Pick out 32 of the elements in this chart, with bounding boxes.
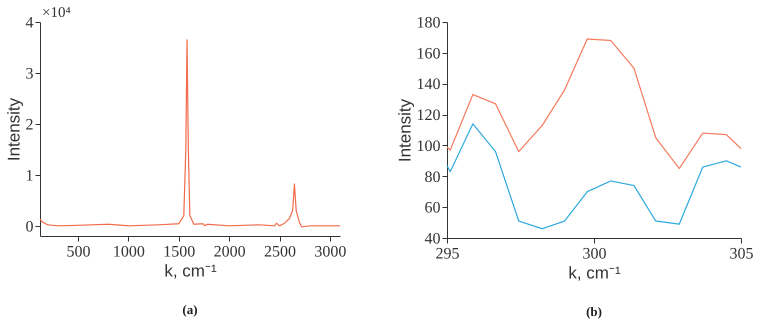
x-tick-label: 3000 bbox=[314, 244, 346, 260]
x-tick-label: 295 bbox=[436, 246, 460, 262]
x-tick-label: 300 bbox=[582, 246, 606, 262]
line-series bbox=[446, 38, 742, 170]
x-axis-title: k, cm⁻¹ bbox=[164, 262, 217, 280]
x-tick-label: 305 bbox=[730, 246, 754, 262]
y-axis-title: Intensity bbox=[396, 98, 414, 162]
y-tick-label: 180 bbox=[416, 14, 440, 32]
y-tick-label: 2 bbox=[26, 116, 34, 134]
text: (b) bbox=[586, 304, 602, 319]
x-tick-label: 500 bbox=[66, 244, 90, 260]
y-tick-label: 100 bbox=[416, 138, 440, 155]
y-axis-title: Intensity bbox=[4, 97, 24, 162]
y-tick-label: 0 bbox=[26, 218, 34, 236]
y-tick-label: 80 bbox=[424, 168, 440, 186]
y-tick-label: 40 bbox=[424, 230, 440, 248]
y-tick-label: 140 bbox=[416, 76, 440, 94]
x-tick-label: 1000 bbox=[112, 244, 145, 260]
x-tick-label: 2500 bbox=[264, 244, 296, 260]
y-tick-label: 60 bbox=[424, 200, 440, 217]
y-tick-label: 120 bbox=[416, 107, 440, 124]
y-tick-label: 1 bbox=[26, 167, 34, 184]
x-axis-title: k, cm⁻¹ bbox=[568, 264, 621, 282]
y-tick-label: 3 bbox=[26, 65, 34, 82]
y-tick-label: 4 bbox=[26, 14, 34, 32]
y-tick-label: 160 bbox=[416, 45, 440, 62]
x-tick-label: 2000 bbox=[214, 244, 246, 260]
line-series bbox=[446, 123, 742, 230]
text: ×10⁴ bbox=[42, 5, 71, 21]
x-tick-label: 1500 bbox=[163, 244, 196, 260]
text: (a) bbox=[182, 302, 198, 317]
line-series bbox=[39, 39, 341, 228]
